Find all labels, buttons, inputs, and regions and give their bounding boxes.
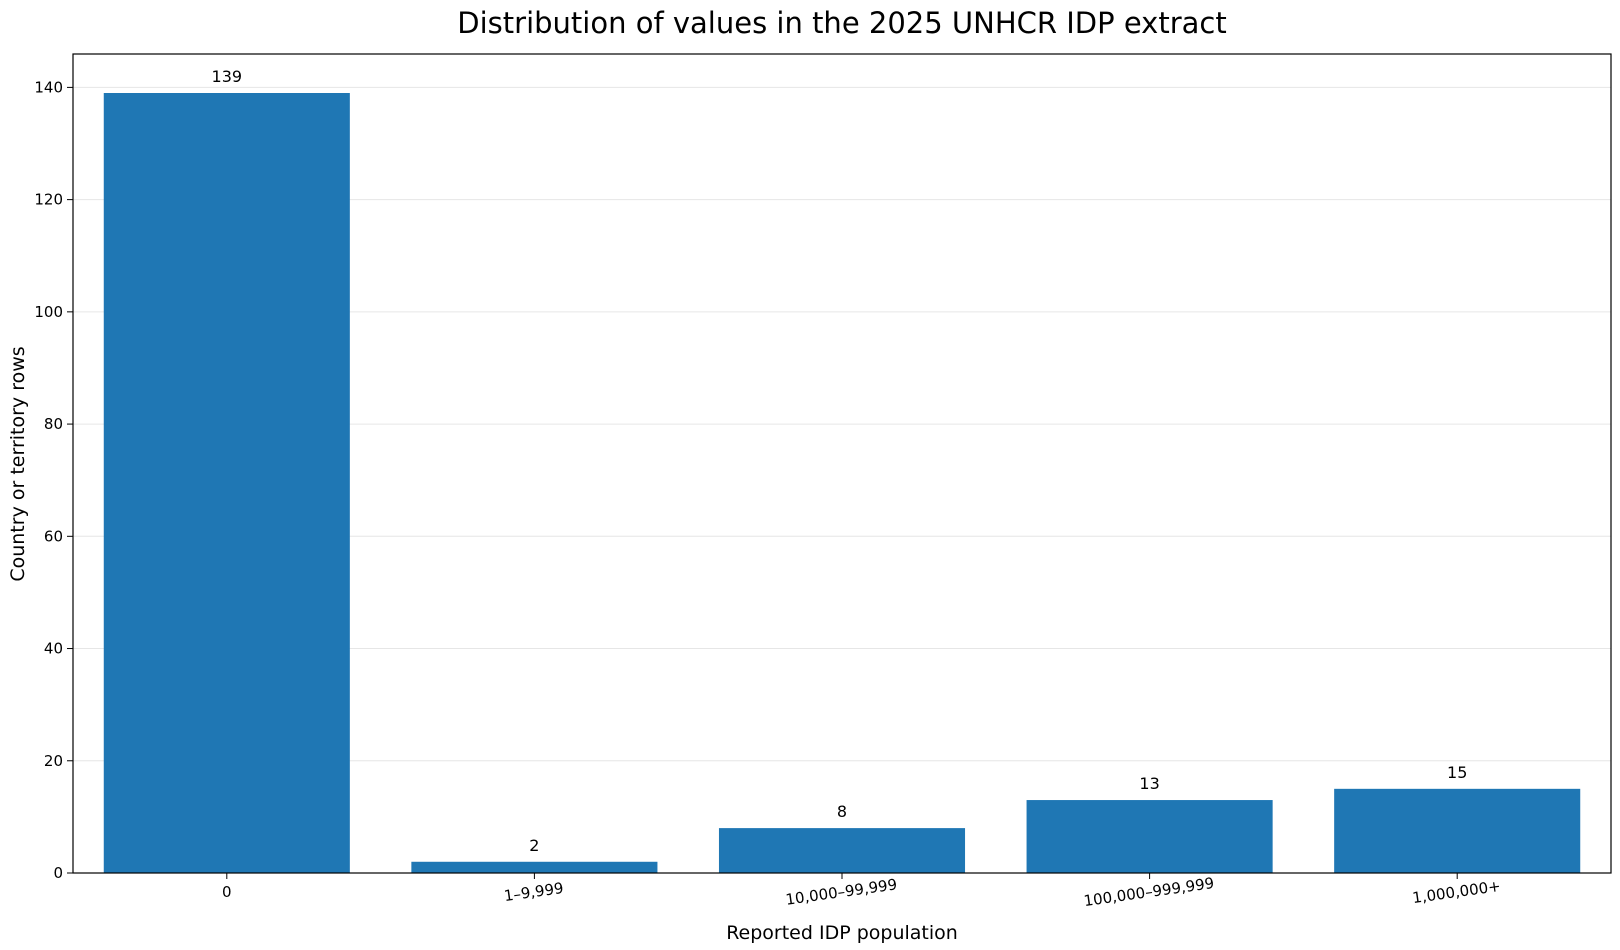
y-tick-label: 100	[34, 303, 63, 321]
x-tick-label: 10,000–99,999	[784, 875, 898, 908]
y-tick-label: 40	[44, 640, 63, 658]
y-tick-label: 60	[44, 527, 63, 545]
bar	[103, 93, 350, 873]
bar-value-labels: 139 2 8 13 15	[212, 67, 1468, 855]
y-tick-label: 0	[53, 864, 63, 882]
x-axis: 0 1–9,999 10,000–99,999 100,000–999,999 1,00…	[222, 873, 1502, 910]
bar-value-label: 15	[1447, 763, 1467, 782]
bar-value-label: 139	[212, 67, 243, 86]
y-tick-label: 20	[44, 752, 63, 770]
x-tick-label: 0	[222, 883, 232, 901]
bar	[718, 828, 966, 873]
y-axis-label: Country or territory rows	[7, 346, 29, 581]
x-tick-label: 1–9,999	[503, 879, 565, 905]
bar-value-label: 2	[529, 836, 539, 855]
bar-value-label: 13	[1139, 774, 1159, 793]
bars	[103, 93, 1581, 873]
y-tick-label: 140	[34, 78, 63, 96]
x-axis-label: Reported IDP population	[726, 922, 958, 944]
bar	[1334, 788, 1581, 873]
y-tick-label: 80	[44, 415, 63, 433]
y-axis: 0 20 40 60 80 100 120 140	[34, 78, 73, 882]
x-tick-label: 1,000,000+	[1411, 877, 1502, 907]
chart-title: Distribution of values in the 2025 UNHCR…	[457, 6, 1226, 40]
bar-value-label: 8	[837, 802, 847, 821]
x-tick-label: 100,000–999,999	[1083, 874, 1216, 910]
bar	[411, 861, 658, 873]
bar	[1026, 800, 1273, 873]
y-tick-label: 120	[34, 191, 63, 209]
